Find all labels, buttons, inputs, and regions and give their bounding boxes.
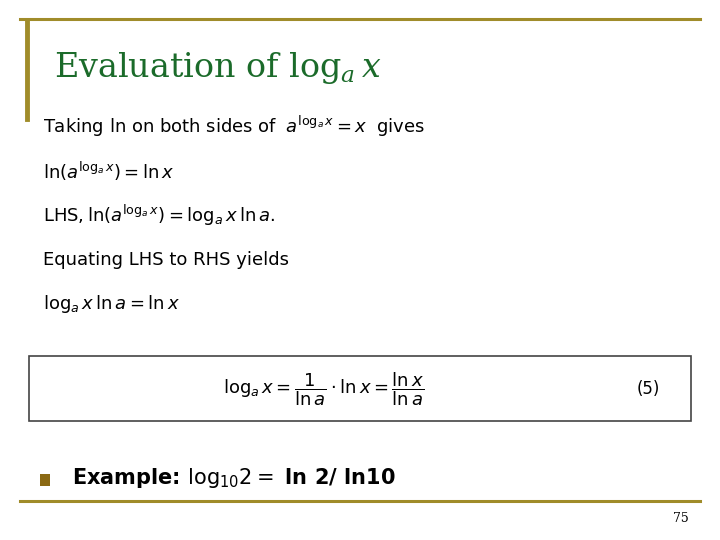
Text: (5): (5) bbox=[636, 380, 660, 398]
Text: Evaluation of $\log_a x$: Evaluation of $\log_a x$ bbox=[54, 50, 382, 85]
Text: $\mathrm{LHS}, \ln(a^{\log_a x}) = \log_a x\,\ln a.$: $\mathrm{LHS}, \ln(a^{\log_a x}) = \log_… bbox=[43, 203, 275, 228]
FancyBboxPatch shape bbox=[40, 474, 50, 486]
Text: $\ln(a^{\log_a x}) = \ln x$: $\ln(a^{\log_a x}) = \ln x$ bbox=[43, 160, 175, 183]
Text: Example: $\mathrm{log}_{10}2=$ ln 2/ ln10: Example: $\mathrm{log}_{10}2=$ ln 2/ ln1… bbox=[72, 466, 395, 490]
Text: Taking ln on both sides of $\;a^{\log_a x} = x\;$ gives: Taking ln on both sides of $\;a^{\log_a … bbox=[43, 114, 425, 139]
Text: Equating LHS to RHS yields: Equating LHS to RHS yields bbox=[43, 251, 289, 269]
FancyBboxPatch shape bbox=[29, 356, 691, 421]
Text: $\log_a x\,\ln a = \ln x$: $\log_a x\,\ln a = \ln x$ bbox=[43, 293, 180, 315]
Text: 75: 75 bbox=[672, 512, 688, 525]
Text: $\log_a x = \dfrac{1}{\ln a}\cdot \ln x = \dfrac{\ln x}{\ln a}$: $\log_a x = \dfrac{1}{\ln a}\cdot \ln x … bbox=[223, 370, 425, 408]
